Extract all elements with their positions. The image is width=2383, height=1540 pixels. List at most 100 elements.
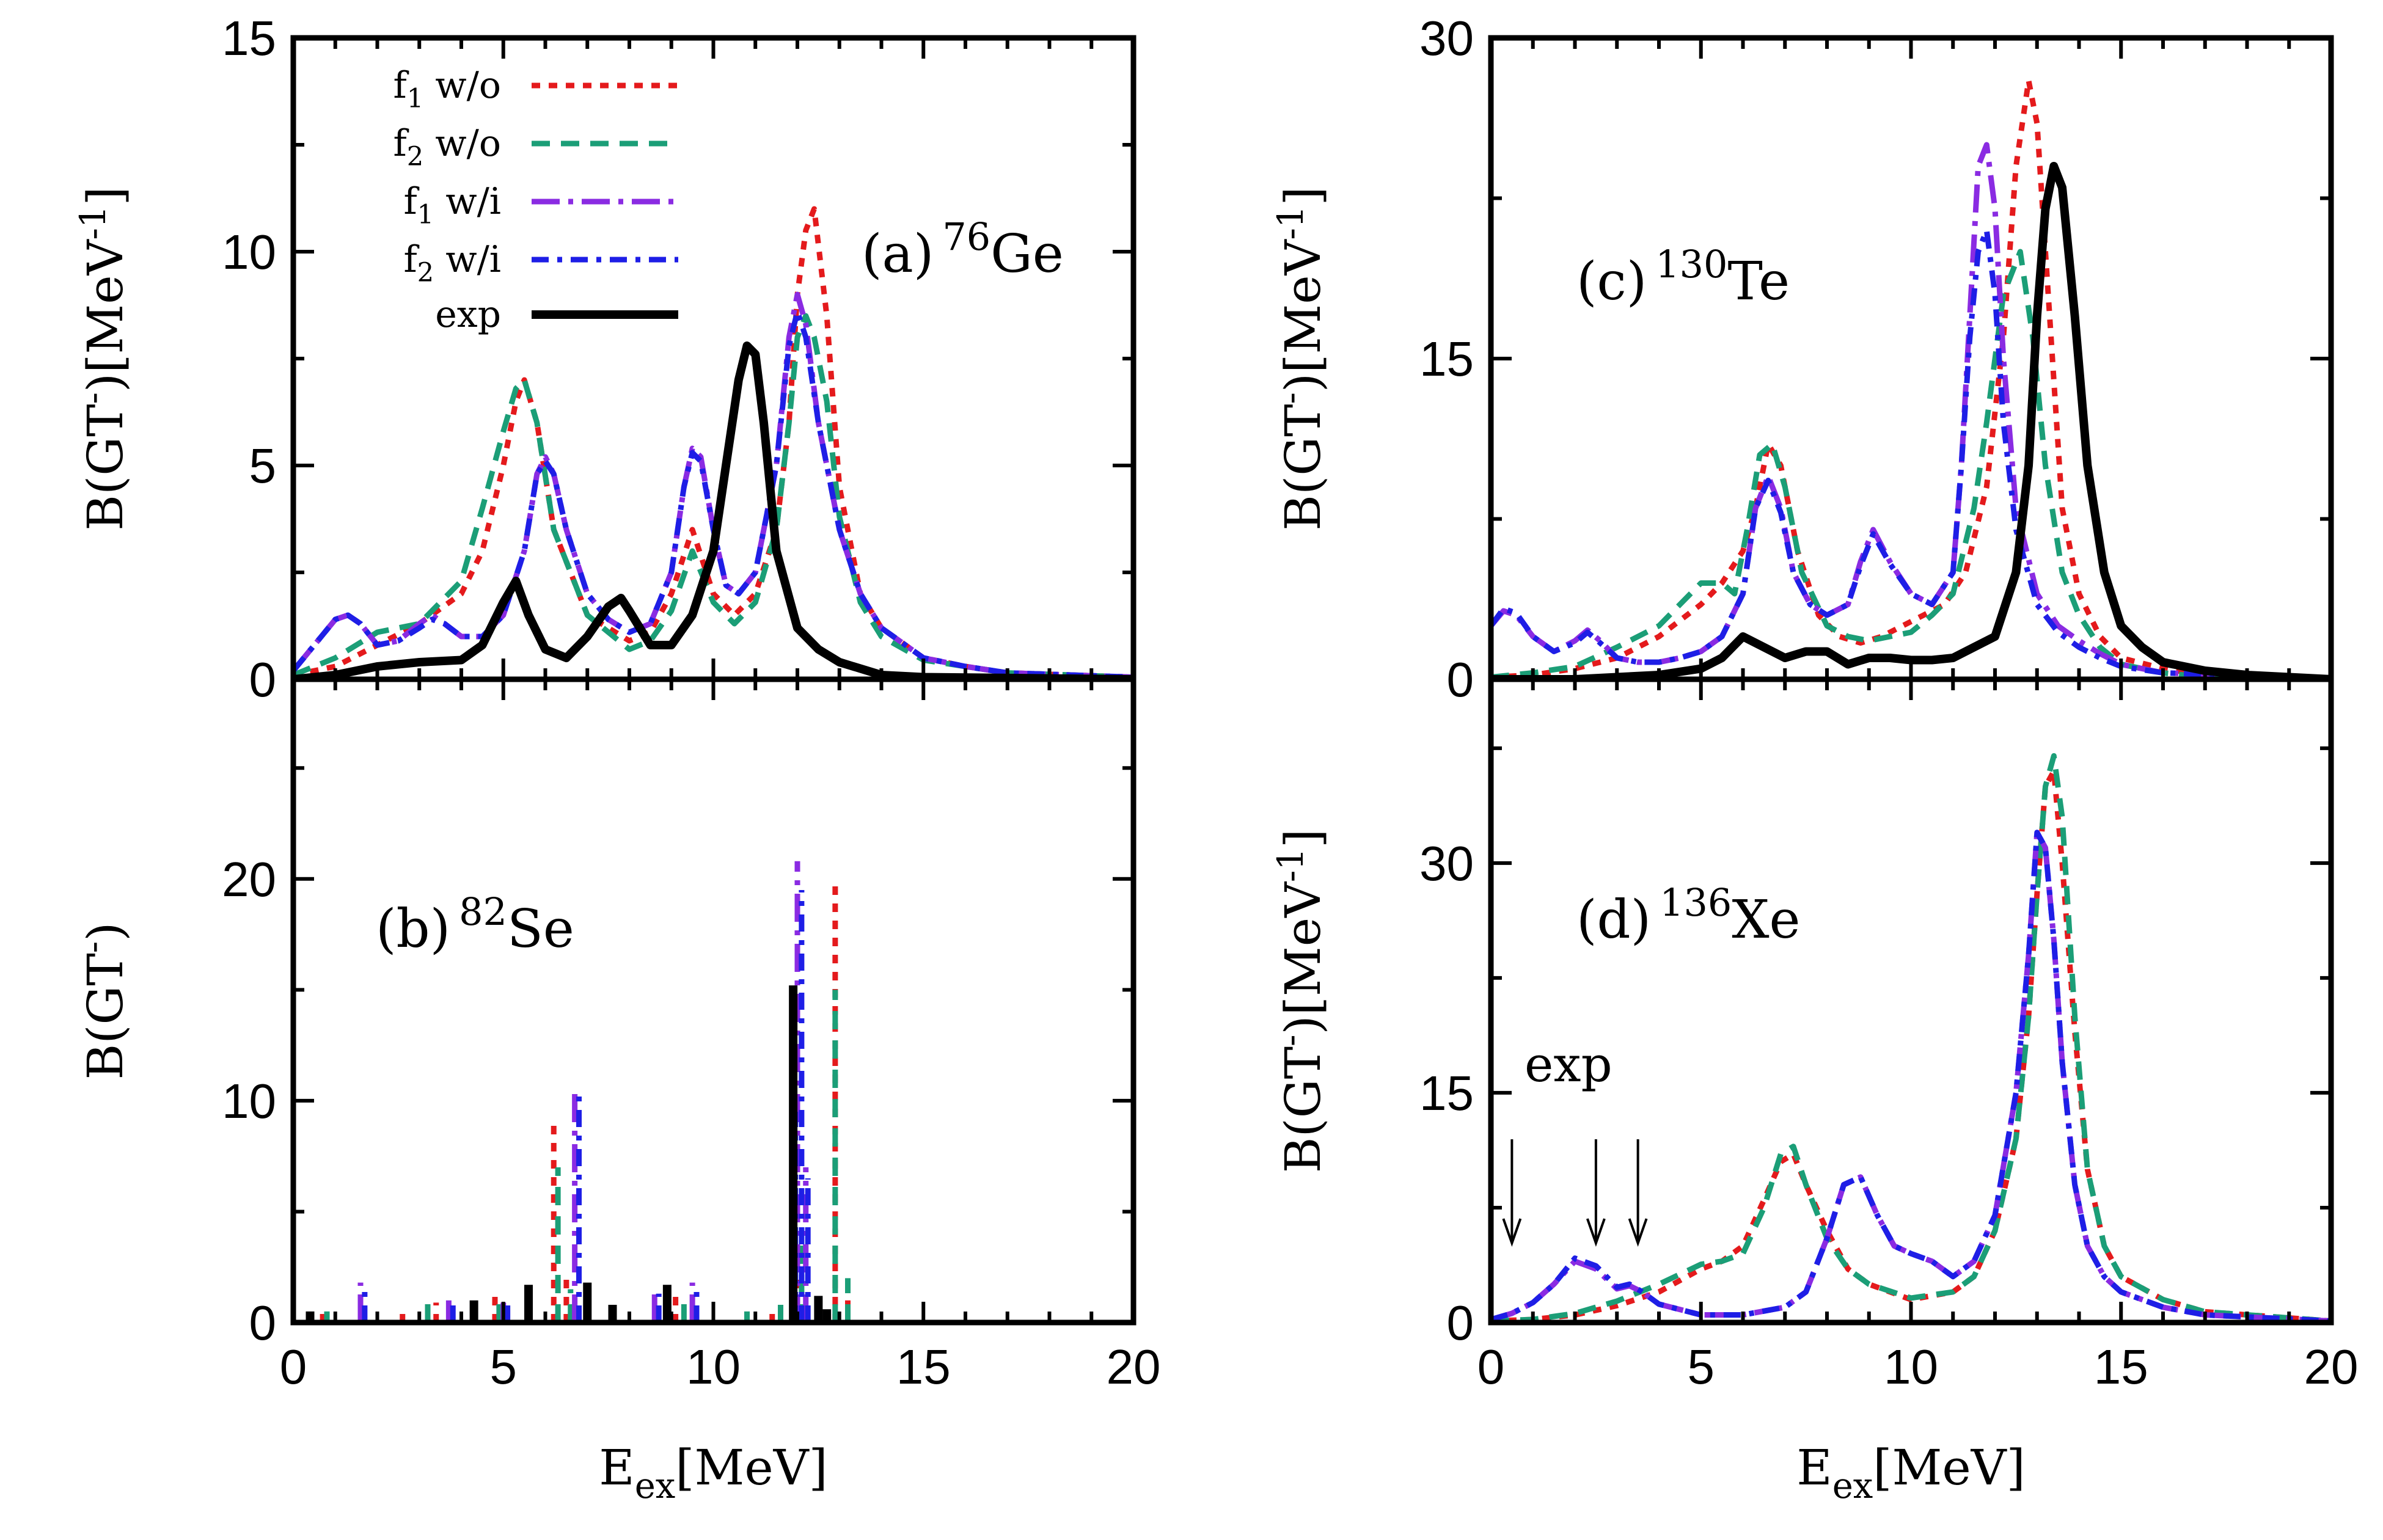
panel-a-series-exp [293,341,1133,679]
panel-letter: (d) [1576,889,1651,951]
legend-sym: f [394,64,409,107]
panel-c-ylabel: B(GT-)[MeV-1] [1270,186,1331,531]
panel-b-ytick-label: 10 [222,1074,276,1128]
ylabel-unit: )[MeV [1275,881,1331,1035]
panel-a-ytick-label: 0 [249,652,277,707]
exp-arrow-0 [1502,1139,1522,1247]
panel-d-xtick-label: 0 [1477,1340,1505,1394]
panel-c-plot-area [1491,78,2331,679]
panel-d-xtick-label: 15 [2094,1340,2148,1394]
legend-txt: w/i [434,180,501,223]
nucleus-mass: 82 [459,890,507,934]
nucleus-mass: 76 [942,215,990,259]
exp-arrow-1 [1586,1139,1606,1247]
ylabel-unit: )[MeV [77,239,134,392]
panel-b-label: (b) 82Se [376,890,574,960]
xlabel-sub: ex [1832,1465,1873,1506]
legend-txt: w/o [423,122,501,165]
nucleus-symbol: Se [507,899,574,960]
ylabel-close: ) [77,922,134,941]
legend-txt: exp [435,293,501,336]
ylabel-main: B(GT [1275,1046,1331,1173]
ylabel-close: ] [1275,186,1331,205]
panel-d-xtick-label: 20 [2304,1340,2359,1394]
exp-arrow-2 [1628,1139,1648,1247]
panel-b-ytick-label: 20 [222,852,276,907]
panel-c-ytick-label: 0 [1447,652,1474,707]
panel-d-plot-area [1491,753,2331,1323]
panel-b-xtick-label: 15 [896,1340,951,1394]
panel-b-xtick-label: 10 [686,1340,741,1394]
panel-b-xtick-label: 0 [280,1340,307,1394]
panel-d-ytick-label: 15 [1419,1066,1474,1120]
legend-sym: f [394,122,409,165]
panel-c-series-f1wo [1491,78,2331,679]
nucleus-mass: 136 [1660,881,1732,925]
panel-a-frame [290,35,1137,682]
panel-d-ytick-label: 0 [1447,1296,1474,1350]
panel-b-xtick-label: 20 [1107,1340,1161,1394]
panel-d-ytick-label: 30 [1419,836,1474,891]
panel-c-frame [1488,35,2334,682]
ylabel-sup: - [1270,392,1311,404]
ylabel-unit-sup: -1 [73,205,114,239]
panel-b: 0 5 10 15 20 0 10 20 B(GT-) Eex[MeV] (b) 82Se [73,676,1161,1506]
panel-a-series-f1wi [293,291,1133,679]
panel-d-label: (d) 136Xe [1576,881,1800,951]
ylabel-sup: - [1270,1035,1311,1046]
legend-sym: f [403,180,419,223]
panel-a-ytick-label: 5 [249,439,277,493]
nucleus-symbol: Xe [1732,889,1800,951]
panel-c-ytick-label: 15 [1419,332,1474,386]
panel-d-series-f2wi [1491,830,2331,1323]
xlabel-unit: [MeV] [1873,1439,2025,1496]
panel-a-ytick-label: 15 [222,11,276,65]
ylabel-main: B(GT [77,404,134,530]
panel-a-ytick-label: 10 [222,225,276,279]
xlabel-main: E [1796,1439,1832,1496]
xlabel-sub: ex [635,1465,676,1506]
panel-letter: (a) [862,224,934,285]
ylabel-main: B(GT [77,953,134,1079]
panel-c: 0 15 30 B(GT-)[MeV-1] (c) 130Te [1270,11,2334,707]
nucleus-symbol: Te [1727,251,1790,312]
legend-sub: 2 [417,258,434,288]
panel-b-plot-area [306,861,851,1323]
exp-annotation: exp [1525,1036,1612,1093]
panel-a-ylabel: B(GT-)[MeV-1] [73,186,134,531]
legend-label-f1wi: f1 w/i [403,180,501,230]
panel-d-xlabel: Eex[MeV] [1796,1439,2025,1506]
ylabel-close: ] [77,186,134,205]
ylabel-unit: )[MeV [1275,239,1331,392]
panel-a-series-f1wo [293,206,1133,679]
legend-label-f1wo: f1 w/o [394,64,501,114]
panel-d-xtick-label: 5 [1688,1340,1715,1394]
panel-c-series-f1wi [1491,142,2331,679]
ylabel-main: B(GT [1275,404,1331,530]
ylabel-sup: - [73,392,114,404]
legend-txt: w/o [423,64,501,107]
legend-sub: 1 [407,84,423,114]
xlabel-main: E [599,1439,634,1496]
panel-b-xlabel: Eex[MeV] [599,1439,827,1506]
panel-c-series-exp [1491,162,2331,679]
ylabel-sup: - [73,941,114,953]
panel-d: 0 5 10 15 20 0 15 30 B(GT-)[MeV-1] Eex[MeV] (d) 136… [1270,676,2359,1506]
panel-d-series-f1wo [1491,768,2331,1323]
panel-b-frame [290,676,1137,1326]
legend-txt: w/i [434,238,501,281]
panel-d-xtick-label: 10 [1884,1340,1938,1394]
panel-letter: (c) [1576,251,1647,312]
xlabel-unit: [MeV] [675,1439,827,1496]
panel-a-plot-area [293,206,1133,679]
panel-b-ylabel: B(GT-) [73,922,134,1080]
panel-b-xtick-label: 5 [490,1340,518,1394]
panel-d-frame [1488,676,2334,1326]
panel-d-series-f2wo [1491,753,2331,1323]
panel-d-ylabel: B(GT-)[MeV-1] [1270,829,1331,1173]
panel-c-ytick-label: 30 [1419,11,1474,65]
panel-c-series-f2wo [1491,249,2331,679]
